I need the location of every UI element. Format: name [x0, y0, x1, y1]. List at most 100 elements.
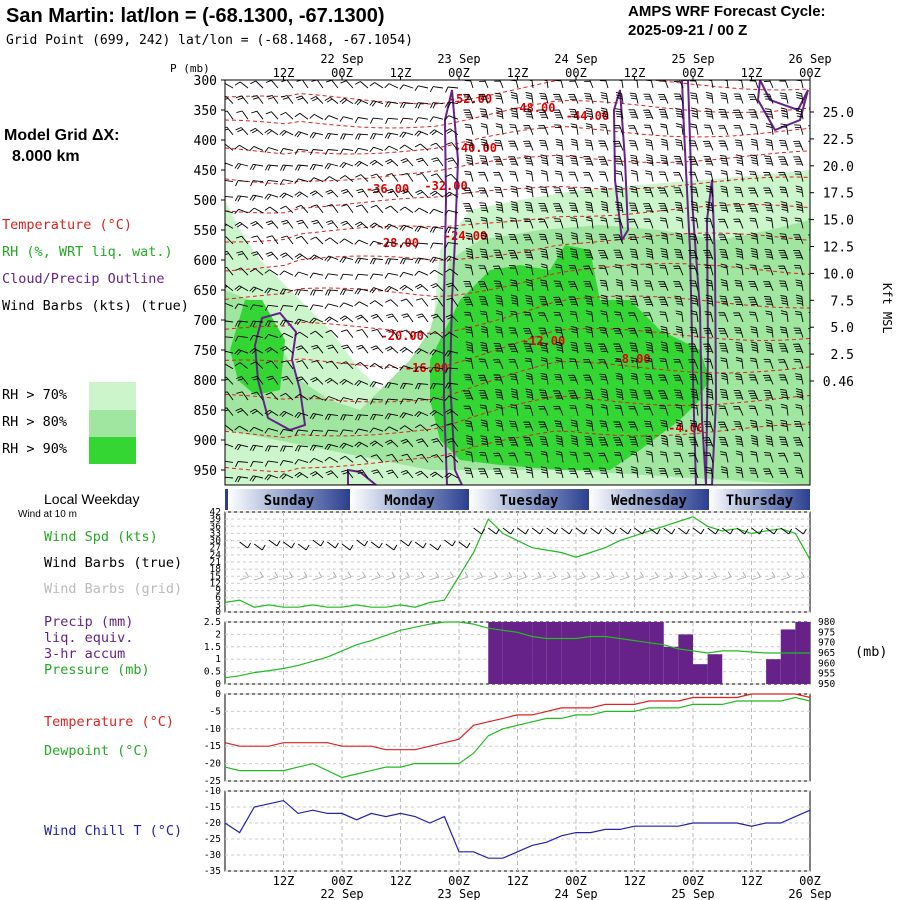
wind-barb [399, 206, 414, 214]
wind-barb [719, 155, 729, 167]
wind-barb [295, 376, 309, 385]
wind-barb [765, 310, 774, 323]
wind-barb [539, 139, 549, 151]
wind-barb [445, 454, 459, 463]
wind-barb [495, 107, 504, 120]
pressure-tick-label: 960 [818, 658, 835, 669]
weekday-cell [709, 489, 810, 510]
wind-barb [416, 453, 429, 463]
wind-barb [645, 263, 654, 276]
wind-barb [463, 93, 474, 104]
wind-barb [811, 280, 818, 291]
model-grid-label: Model Grid ΔX: [4, 127, 120, 144]
wind-barb [583, 468, 594, 479]
wind-barb [235, 95, 249, 104]
wind-barb [734, 280, 744, 291]
wind-barb [251, 375, 264, 385]
wind-barb [795, 185, 804, 198]
wind-barb [249, 444, 264, 452]
top-time-tick-label: 00Z [448, 66, 470, 80]
wind-barb [354, 117, 369, 124]
wind-barb [414, 225, 429, 233]
wind-barb [553, 405, 564, 416]
wind-barb [279, 319, 294, 326]
wind-barb [415, 330, 429, 338]
wind-barb [644, 233, 654, 245]
wind-barb [429, 366, 444, 373]
wind-barb [294, 429, 309, 436]
wind-barb [355, 314, 369, 323]
wind-barb [369, 100, 384, 107]
wind-barb [628, 125, 639, 135]
wind-barb [793, 234, 804, 245]
wind-barb [354, 362, 369, 370]
pressure-line [224, 621, 810, 679]
wind-barb [613, 343, 624, 354]
wind-barb [750, 451, 759, 463]
pressure-tick-label: 950 [194, 464, 217, 479]
cycle-title: AMPS WRF Forecast Cycle: [628, 3, 826, 20]
wind-barb [553, 390, 564, 401]
wind-barb [659, 405, 669, 416]
wind-barb [628, 405, 639, 416]
wind-barb [720, 357, 729, 369]
pressure-tick-label: 600 [194, 254, 217, 269]
surface-wind-barb [561, 527, 573, 535]
y-tick-label: 0.5 [204, 667, 221, 678]
precip-bar [663, 646, 679, 684]
wind-barb [748, 296, 759, 307]
wind-barb [385, 346, 399, 354]
wind-barb [385, 439, 399, 448]
wind-barb [225, 95, 234, 104]
wind-barb [463, 390, 474, 401]
wind-barb [525, 263, 534, 276]
wind-barb [613, 234, 624, 245]
grid-wind-barb [488, 571, 498, 581]
wind-barb [354, 288, 369, 295]
wind-barb [399, 84, 414, 90]
wind-barb [234, 195, 249, 202]
wind-barb [703, 156, 714, 167]
pressure-tick-label: 450 [194, 164, 217, 179]
wind-barb [600, 388, 609, 401]
wind-barb [583, 265, 594, 276]
wind-barb [764, 342, 774, 354]
weekday-cell [589, 489, 709, 510]
temperature-contour-label: -28.00 [376, 236, 419, 250]
grid-wind-barb [678, 571, 688, 581]
wind-barb [553, 93, 564, 104]
wind-barb [480, 216, 489, 229]
bottom-time-tick-label: 12Z [390, 874, 412, 888]
wind-barb [369, 273, 384, 280]
wind-barb [225, 424, 234, 432]
pressure-tick-label: 980 [818, 617, 835, 628]
wind-barb [309, 114, 324, 120]
grid-wind-barb [575, 571, 586, 581]
wind-barb [523, 311, 534, 323]
wind-barb [414, 257, 429, 264]
wind-barb [508, 234, 519, 245]
y-tick-label: -15 [204, 802, 221, 813]
wind-barb [225, 210, 234, 214]
wind-barb [415, 242, 429, 249]
kft-tick-label: 7.5 [831, 294, 854, 309]
wind-barb [553, 109, 564, 120]
wind-barb [749, 357, 759, 369]
wind-barb [568, 171, 579, 182]
wind-barb [554, 420, 564, 432]
wind-barbs-true-legend: Wind Barbs (true) [44, 555, 183, 571]
y-tick-label: 15 [210, 571, 221, 582]
grid-wind-barb [648, 571, 659, 581]
temperature-contour-label: -20.00 [381, 329, 424, 343]
wind-barb [705, 388, 714, 401]
wind-barb [251, 235, 264, 245]
wind-barb [493, 171, 504, 182]
wind-barb [585, 107, 594, 120]
wind-barb [660, 435, 669, 447]
wind-barb [720, 92, 729, 104]
wind-barb [279, 460, 294, 466]
wind-barb [718, 234, 729, 245]
wind-barb [688, 468, 699, 479]
wind-barb [644, 326, 654, 338]
wind-barb [763, 187, 774, 198]
